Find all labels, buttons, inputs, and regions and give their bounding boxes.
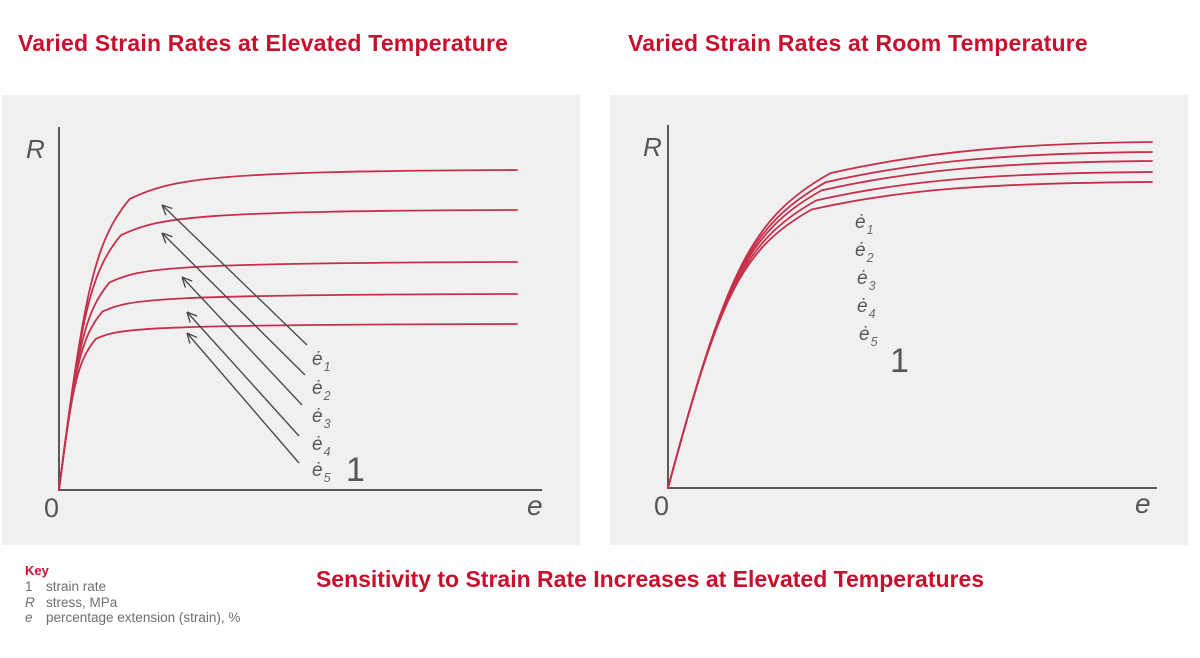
- curve-label-ė1: ė1: [312, 349, 331, 374]
- curve-ė2: [58, 209, 518, 491]
- strain-rate-marker: 1: [890, 342, 909, 380]
- curve-label-ė1: ė1: [855, 212, 874, 237]
- origin-label: 0: [44, 493, 59, 523]
- arrowhead-icon: [161, 232, 173, 238]
- axes: [667, 125, 1157, 489]
- key-desc: stress, MPa: [46, 594, 118, 610]
- strain-rate-marker: 1: [346, 451, 365, 489]
- curve-ė3: [58, 261, 518, 491]
- annotation-arrow-3: [181, 276, 303, 406]
- curve-label-ė4: ė4: [857, 296, 876, 321]
- room-temperature-chart: R 0 e ė1 ė2 ė3 ė4 ė5 1: [643, 125, 1157, 521]
- annotation-arrow-5: [186, 332, 300, 464]
- y-axis-label: R: [26, 134, 45, 164]
- key-desc: percentage extension (strain), %: [46, 610, 241, 625]
- arrowhead-icon: [161, 204, 167, 216]
- figure-key: Key 1 strain rate R stress, MPa e percen…: [25, 563, 240, 626]
- right-chart-title: Varied Strain Rates at Room Temperature: [628, 30, 1088, 56]
- curve-ė1: [667, 141, 1153, 489]
- arrowhead-icon: [186, 311, 198, 317]
- key-item-stress: R stress, MPa: [25, 595, 240, 611]
- room-temperature-chart-panel: R 0 e ė1 ė2 ė3 ė4 ė5 1: [610, 95, 1188, 545]
- key-heading: Key: [25, 563, 49, 578]
- figure-caption: Sensitivity to Strain Rate Increases at …: [315, 566, 985, 592]
- y-axis-label: R: [643, 132, 662, 162]
- curve-ė2: [667, 151, 1153, 489]
- annotation-arrow-2: [161, 232, 306, 376]
- curve-label-ė2: ė2: [855, 240, 874, 265]
- annotation-arrow-4: [186, 311, 300, 437]
- key-symbol: 1: [25, 579, 33, 594]
- x-axis-label: e: [1135, 488, 1151, 519]
- arrowhead-icon: [186, 332, 198, 339]
- key-symbol: e: [25, 610, 33, 625]
- annotation-arrow-1: [161, 204, 308, 346]
- arrowhead-icon: [186, 332, 191, 344]
- elevated-temperature-chart-panel: R 0 e ė1 ė2 ė3 ė4 ė5 1: [2, 95, 580, 545]
- curve-ė5: [58, 323, 518, 491]
- curve-label-ė5: ė5: [312, 460, 331, 485]
- curve-ė4: [667, 171, 1153, 489]
- curve-ė5: [667, 181, 1153, 489]
- key-symbol: R: [25, 594, 35, 610]
- curve-label-ė4: ė4: [312, 434, 331, 459]
- key-item-strain-rate: 1 strain rate: [25, 579, 240, 595]
- curve-label-ė5: ė5: [859, 324, 878, 349]
- origin-label: 0: [654, 491, 669, 521]
- key-item-extension: e percentage extension (strain), %: [25, 610, 240, 626]
- key-desc: strain rate: [46, 579, 107, 594]
- curve-label-ė3: ė3: [312, 406, 331, 431]
- arrowhead-icon: [181, 276, 187, 288]
- x-axis-label: e: [527, 490, 543, 521]
- curve-ė3: [667, 160, 1153, 489]
- arrowhead-icon: [181, 276, 193, 282]
- left-chart-title: Varied Strain Rates at Elevated Temperat…: [18, 30, 509, 56]
- axes: [58, 127, 542, 491]
- arrowhead-icon: [161, 232, 167, 244]
- curve-label-ė2: ė2: [312, 378, 331, 403]
- curve-label-ė3: ė3: [857, 268, 876, 293]
- arrowhead-icon: [161, 204, 173, 210]
- curve-ė4: [58, 293, 518, 491]
- arrowhead-icon: [186, 311, 191, 323]
